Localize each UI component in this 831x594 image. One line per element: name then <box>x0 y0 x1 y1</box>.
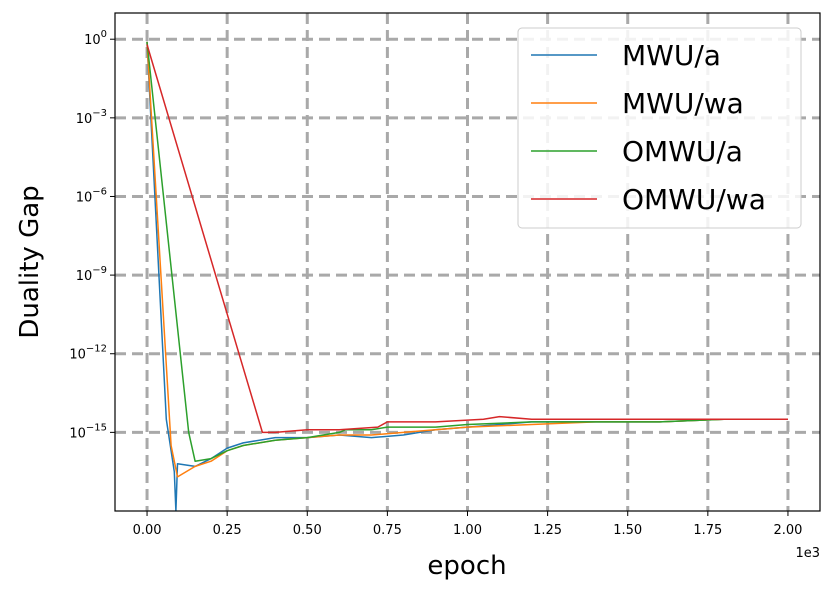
x-tick-label: 1.75 <box>693 523 722 538</box>
y-axis-title: Duality Gap <box>15 185 45 338</box>
legend-label-omwu-wa: OMWU/wa <box>622 183 766 216</box>
x-tick-label: 0.50 <box>293 523 322 538</box>
y-tick-label: 10−15 <box>69 422 107 441</box>
legend: MWU/a MWU/wa OMWU/a OMWU/wa <box>517 27 802 229</box>
x-tick-label: 1.50 <box>613 523 642 538</box>
y-tick-label: 10−3 <box>76 108 107 127</box>
x-tick-label: 0.75 <box>373 523 402 538</box>
x-tick-label: 1.00 <box>453 523 482 538</box>
legend-label-mwu-a: MWU/a <box>622 39 721 72</box>
y-tick-label: 100 <box>84 29 107 48</box>
x-tick-label: 1.25 <box>533 523 562 538</box>
axis-ticks: 0.00 0.25 0.50 0.75 1.00 1.25 1.50 1.75 2.00 100 1… <box>69 29 802 538</box>
y-tick-label: 10−6 <box>76 186 107 205</box>
x-tick-label: 2.00 <box>773 523 802 538</box>
series-lines <box>146 41 788 511</box>
y-tick-label: 10−12 <box>69 344 107 363</box>
legend-label-mwu-wa: MWU/wa <box>622 87 744 120</box>
y-tick-label: 10−9 <box>76 265 107 284</box>
legend-box <box>517 27 802 229</box>
x-axis-title: epoch <box>427 551 506 581</box>
x-tick-label: 0.00 <box>133 523 162 538</box>
series-line-omwu-wa <box>146 44 788 434</box>
legend-label-omwu-a: OMWU/a <box>622 135 743 168</box>
x-tick-label: 0.25 <box>213 523 242 538</box>
x-axis-offset-text: 1e3 <box>795 546 820 561</box>
